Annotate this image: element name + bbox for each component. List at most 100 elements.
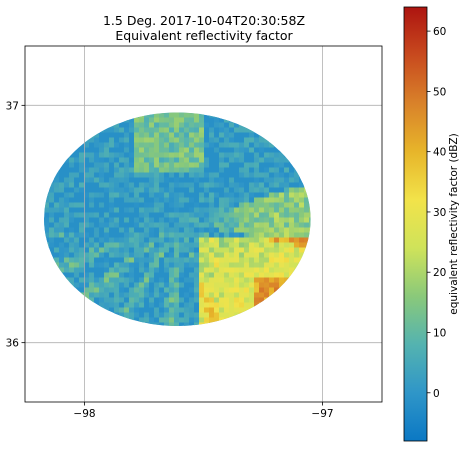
reflectivity-cell xyxy=(114,282,119,288)
reflectivity-cell xyxy=(279,162,284,168)
reflectivity-cell xyxy=(179,127,184,133)
reflectivity-cell xyxy=(289,262,294,268)
reflectivity-cell xyxy=(224,192,229,198)
reflectivity-cell xyxy=(109,287,114,293)
reflectivity-cell xyxy=(279,177,284,183)
reflectivity-cell xyxy=(199,172,204,178)
reflectivity-cell xyxy=(284,167,289,173)
reflectivity-cell xyxy=(89,262,94,268)
reflectivity-cell xyxy=(124,292,129,298)
reflectivity-cell xyxy=(119,262,124,268)
reflectivity-cell xyxy=(99,277,104,283)
reflectivity-cell xyxy=(269,282,274,288)
reflectivity-cell xyxy=(234,222,239,228)
reflectivity-cell xyxy=(144,187,149,193)
reflectivity-cell xyxy=(144,232,149,238)
reflectivity-cell xyxy=(149,207,154,213)
reflectivity-cell xyxy=(164,302,169,308)
reflectivity-cell xyxy=(259,202,264,208)
reflectivity-cell xyxy=(64,197,69,203)
reflectivity-cell xyxy=(279,197,284,203)
reflectivity-cell xyxy=(99,152,104,158)
reflectivity-cell xyxy=(129,152,134,158)
reflectivity-cell xyxy=(179,317,184,323)
reflectivity-cell xyxy=(174,287,179,293)
reflectivity-cell xyxy=(164,192,169,198)
reflectivity-cell xyxy=(149,202,154,208)
reflectivity-cell xyxy=(274,212,279,218)
reflectivity-cell xyxy=(209,132,214,138)
reflectivity-cell xyxy=(114,252,119,258)
reflectivity-cell xyxy=(264,157,269,163)
reflectivity-cell xyxy=(299,237,304,243)
reflectivity-cell xyxy=(224,302,229,308)
reflectivity-cell xyxy=(99,157,104,163)
reflectivity-cell xyxy=(264,257,269,263)
reflectivity-cell xyxy=(124,242,129,248)
reflectivity-cell xyxy=(254,227,259,233)
reflectivity-cell xyxy=(284,217,289,223)
reflectivity-cell xyxy=(204,162,209,168)
reflectivity-cell xyxy=(119,157,124,163)
reflectivity-cell xyxy=(54,247,59,253)
reflectivity-cell xyxy=(194,122,199,128)
reflectivity-cell xyxy=(59,202,64,208)
reflectivity-cell xyxy=(114,297,119,303)
reflectivity-cell xyxy=(109,237,114,243)
reflectivity-cell xyxy=(159,252,164,258)
reflectivity-field xyxy=(44,112,311,327)
reflectivity-cell xyxy=(169,287,174,293)
reflectivity-cell xyxy=(234,187,239,193)
reflectivity-cell xyxy=(149,302,154,308)
reflectivity-cell xyxy=(194,117,199,123)
reflectivity-cell xyxy=(129,277,134,283)
reflectivity-cell xyxy=(254,247,259,253)
reflectivity-cell xyxy=(59,207,64,213)
reflectivity-cell xyxy=(199,157,204,163)
reflectivity-cell xyxy=(214,172,219,178)
reflectivity-cell xyxy=(204,197,209,203)
reflectivity-cell xyxy=(219,282,224,288)
reflectivity-cell xyxy=(74,187,79,193)
reflectivity-cell xyxy=(159,147,164,153)
reflectivity-cell xyxy=(144,317,149,323)
reflectivity-cell xyxy=(299,182,304,188)
reflectivity-cell xyxy=(154,167,159,173)
reflectivity-cell xyxy=(244,142,249,148)
reflectivity-cell xyxy=(149,272,154,278)
reflectivity-cell xyxy=(184,157,189,163)
reflectivity-cell xyxy=(179,267,184,273)
reflectivity-cell xyxy=(79,222,84,228)
reflectivity-cell xyxy=(199,232,204,238)
reflectivity-cell xyxy=(289,217,294,223)
reflectivity-cell xyxy=(119,312,124,318)
reflectivity-cell xyxy=(119,307,124,313)
reflectivity-cell xyxy=(219,237,224,243)
reflectivity-cell xyxy=(284,157,289,163)
reflectivity-cell xyxy=(304,202,309,208)
reflectivity-cell xyxy=(209,227,214,233)
reflectivity-cell xyxy=(189,187,194,193)
reflectivity-cell xyxy=(239,172,244,178)
reflectivity-cell xyxy=(154,112,159,118)
reflectivity-cell xyxy=(249,272,254,278)
reflectivity-cell xyxy=(254,267,259,273)
reflectivity-cell xyxy=(219,202,224,208)
reflectivity-cell xyxy=(104,142,109,148)
reflectivity-cell xyxy=(304,242,309,248)
reflectivity-cell xyxy=(219,217,224,223)
reflectivity-cell xyxy=(109,277,114,283)
reflectivity-cell xyxy=(219,122,224,128)
reflectivity-cell xyxy=(204,307,209,313)
reflectivity-cell xyxy=(154,312,159,318)
reflectivity-cell xyxy=(304,192,309,198)
reflectivity-cell xyxy=(279,202,284,208)
reflectivity-cell xyxy=(144,277,149,283)
reflectivity-cell xyxy=(74,272,79,278)
reflectivity-cell xyxy=(139,262,144,268)
reflectivity-cell xyxy=(174,197,179,203)
reflectivity-cell xyxy=(59,222,64,228)
reflectivity-cell xyxy=(244,262,249,268)
reflectivity-cell xyxy=(234,282,239,288)
colorbar-tick-label: 30 xyxy=(433,207,446,219)
